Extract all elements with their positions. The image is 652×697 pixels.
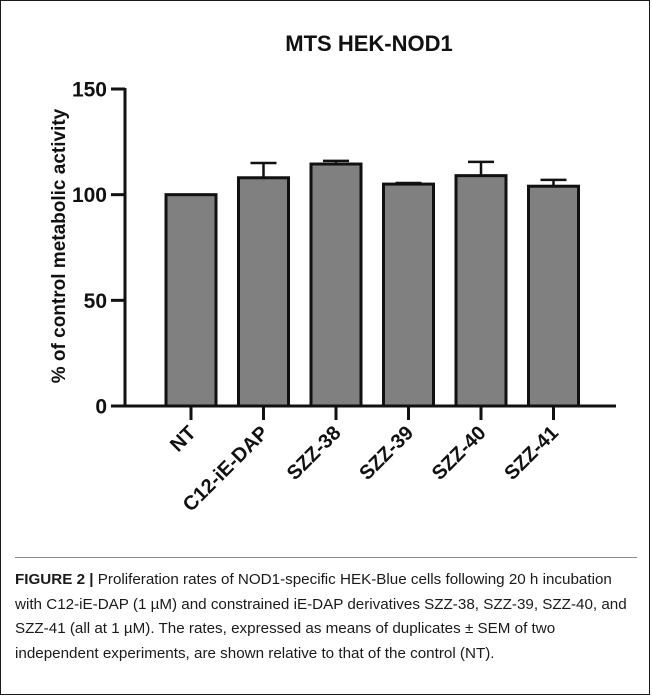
figure-caption: FIGURE 2 | Proliferation rates of NOD1-s…: [15, 568, 640, 666]
x-tick-label: NT: [166, 422, 200, 456]
x-tick-label: SZZ-41: [500, 422, 563, 485]
bars-layer: [164, 159, 580, 408]
y-tick-label: 150: [72, 79, 107, 102]
bar: [382, 182, 435, 408]
bar: [454, 174, 508, 408]
bar: [527, 184, 580, 408]
chart-title: MTS HEK-NOD1: [285, 31, 452, 56]
caption-label: FIGURE 2 |: [15, 571, 94, 588]
bar: [164, 193, 218, 408]
bar-chart: MTS HEK-NOD1 % of control metabolic acti…: [49, 31, 616, 516]
x-tick-label: SZZ-38: [283, 422, 346, 485]
bar: [237, 176, 290, 408]
y-tick-label: 0: [95, 396, 107, 419]
caption-text: Proliferation rates of NOD1-specific HEK…: [15, 571, 627, 662]
y-tick-label: 50: [84, 290, 107, 313]
y-axis-label: % of control metabolic activity: [49, 108, 70, 383]
bar: [309, 162, 363, 408]
caption-separator: [15, 557, 637, 558]
x-tick-label: SZZ-39: [355, 422, 418, 485]
x-tick-label: SZZ-40: [428, 422, 491, 485]
y-tick-label: 100: [72, 184, 107, 207]
